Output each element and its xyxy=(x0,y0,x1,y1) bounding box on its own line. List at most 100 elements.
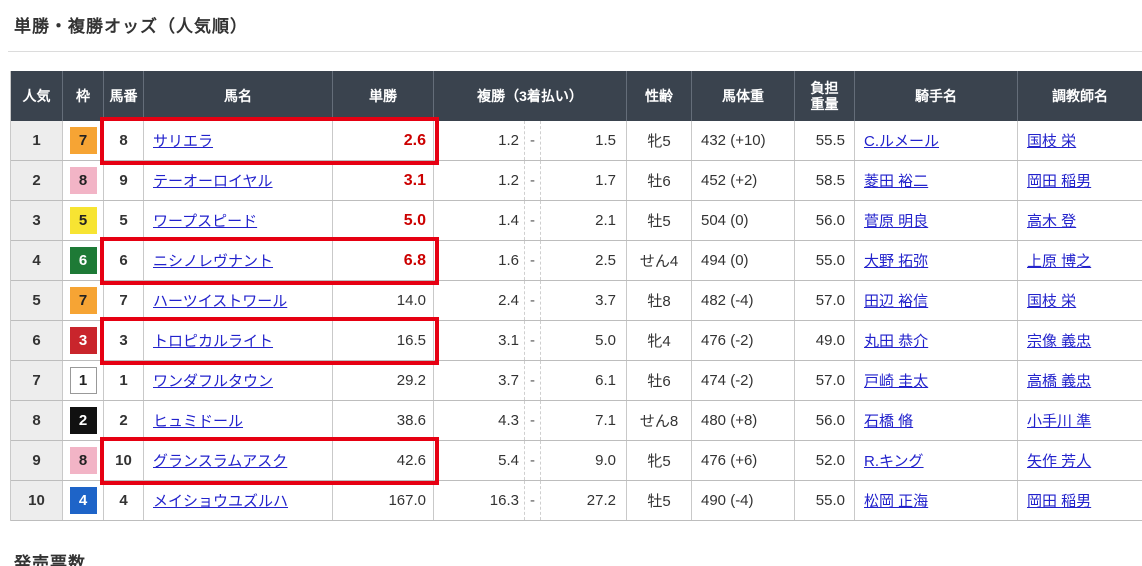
sex-age-cell: せん4 xyxy=(627,241,692,280)
rank-cell: 8 xyxy=(11,401,63,440)
win-odds-cell: 3.1 xyxy=(333,161,434,200)
horse-number-cell: 8 xyxy=(104,121,144,160)
place-odds-dash: - xyxy=(524,121,541,160)
place-odds-low: 16.3 xyxy=(489,492,519,509)
trainer-link[interactable]: 矢作 芳人 xyxy=(1027,453,1092,470)
win-odds-cell: 2.6 xyxy=(333,121,434,160)
carried-weight-cell: 58.5 xyxy=(795,161,855,200)
jockey-link[interactable]: 松岡 正海 xyxy=(864,493,929,510)
frame-number-badge: 4 xyxy=(69,487,97,514)
frame-cell: 1 xyxy=(63,361,104,400)
table-row: 5 7 7 ハーツイストワール 14.0 2.4 - 3.7 牡8 482 (-… xyxy=(11,281,1142,321)
jockey-cell: 松岡 正海 xyxy=(855,481,1018,520)
horse-name-link[interactable]: ワンダフルタウン xyxy=(153,373,274,390)
jockey-link[interactable]: C.ルメール xyxy=(864,133,940,150)
frame-cell: 6 xyxy=(63,241,104,280)
horse-name-link[interactable]: ニシノレヴナント xyxy=(153,253,274,270)
horse-weight-cell: 494 (0) xyxy=(692,241,795,280)
carried-weight-cell: 55.5 xyxy=(795,121,855,160)
place-odds-high: 7.1 xyxy=(595,412,616,429)
jockey-cell: 菱田 裕二 xyxy=(855,161,1018,200)
trainer-link[interactable]: 岡田 稲男 xyxy=(1027,493,1092,510)
frame-cell: 5 xyxy=(63,201,104,240)
jockey-link[interactable]: 丸田 恭介 xyxy=(864,333,929,350)
table-body: 1 7 8 サリエラ 2.6 1.2 - 1.5 牝5 432 (+10) 55… xyxy=(11,117,1142,521)
horse-name-link[interactable]: テーオーロイヤル xyxy=(153,173,273,190)
header-carried-line2: 重量 xyxy=(810,96,839,112)
sex-age-cell: 牡8 xyxy=(627,281,692,320)
trainer-cell: 岡田 稲男 xyxy=(1018,161,1142,200)
horse-name-link[interactable]: サリエラ xyxy=(153,133,214,150)
trainer-link[interactable]: 上原 博之 xyxy=(1027,253,1092,270)
carried-weight-cell: 55.0 xyxy=(795,241,855,280)
carried-weight-cell: 52.0 xyxy=(795,441,855,480)
trainer-link[interactable]: 岡田 稲男 xyxy=(1027,173,1092,190)
frame-cell: 7 xyxy=(63,281,104,320)
horse-name-cell: ヒュミドール xyxy=(144,401,333,440)
jockey-link[interactable]: 戸崎 圭太 xyxy=(864,373,929,390)
frame-cell: 8 xyxy=(63,441,104,480)
footer-heading: 発売票数 xyxy=(14,554,86,566)
place-odds-high: 1.5 xyxy=(595,132,616,149)
rank-cell: 3 xyxy=(11,201,63,240)
table-row: 2 8 9 テーオーロイヤル 3.1 1.2 - 1.7 牡6 452 (+2)… xyxy=(11,161,1142,201)
jockey-link[interactable]: 菅原 明良 xyxy=(864,213,929,230)
horse-name-link[interactable]: メイショウユズルハ xyxy=(153,493,289,510)
horse-name-link[interactable]: トロピカルライト xyxy=(153,333,274,350)
horse-weight-cell: 476 (+6) xyxy=(692,441,795,480)
frame-cell: 4 xyxy=(63,481,104,520)
horse-name-link[interactable]: ヒュミドール xyxy=(153,413,244,430)
header-jockey: 騎手名 xyxy=(855,71,1018,121)
header-horse: 馬名 xyxy=(144,71,333,121)
horse-weight-cell: 504 (0) xyxy=(692,201,795,240)
horse-name-link[interactable]: グランスラムアスク xyxy=(153,453,288,470)
sex-age-cell: 牡6 xyxy=(627,161,692,200)
place-odds-cell: 3.7 - 6.1 xyxy=(434,361,627,400)
trainer-link[interactable]: 高木 登 xyxy=(1027,213,1077,230)
place-odds-high: 9.0 xyxy=(595,452,616,469)
trainer-link[interactable]: 国枝 栄 xyxy=(1027,133,1077,150)
jockey-cell: 丸田 恭介 xyxy=(855,321,1018,360)
frame-cell: 8 xyxy=(63,161,104,200)
title-divider xyxy=(8,51,1142,52)
horse-name-link[interactable]: ワープスピード xyxy=(153,213,258,230)
jockey-link[interactable]: 石橋 脩 xyxy=(864,413,914,430)
place-odds-dash: - xyxy=(524,321,541,360)
sex-age-cell: 牝4 xyxy=(627,321,692,360)
horse-name-cell: ワープスピード xyxy=(144,201,333,240)
horse-number-cell: 10 xyxy=(104,441,144,480)
table-row: 6 3 3 トロピカルライト 16.5 3.1 - 5.0 牝4 476 (-2… xyxy=(11,317,1142,365)
frame-number-badge: 7 xyxy=(69,127,97,154)
place-odds-high: 6.1 xyxy=(595,372,616,389)
horse-name-cell: ハーツイストワール xyxy=(144,281,333,320)
place-odds-cell: 5.4 - 9.0 xyxy=(434,441,627,480)
jockey-cell: R.キング xyxy=(855,441,1018,480)
place-odds-high: 5.0 xyxy=(595,332,616,349)
trainer-link[interactable]: 高橋 義忠 xyxy=(1027,373,1092,390)
jockey-link[interactable]: 大野 拓弥 xyxy=(864,253,929,270)
jockey-link[interactable]: R.キング xyxy=(864,453,924,470)
place-odds-high: 2.1 xyxy=(595,212,616,229)
horse-weight-cell: 474 (-2) xyxy=(692,361,795,400)
jockey-cell: 戸崎 圭太 xyxy=(855,361,1018,400)
place-odds-low: 1.6 xyxy=(498,252,519,269)
rank-cell: 10 xyxy=(11,481,63,520)
jockey-link[interactable]: 田辺 裕信 xyxy=(864,293,929,310)
jockey-link[interactable]: 菱田 裕二 xyxy=(864,173,929,190)
place-odds-low: 4.3 xyxy=(498,412,519,429)
trainer-link[interactable]: 宗像 義忠 xyxy=(1027,333,1092,350)
trainer-link[interactable]: 国枝 栄 xyxy=(1027,293,1077,310)
place-odds-dash: - xyxy=(524,281,541,320)
place-odds-low: 1.2 xyxy=(498,172,519,189)
frame-number-badge: 8 xyxy=(69,167,97,194)
frame-cell: 2 xyxy=(63,401,104,440)
trainer-link[interactable]: 小手川 準 xyxy=(1027,413,1092,430)
place-odds-dash: - xyxy=(524,201,541,240)
horse-name-cell: サリエラ xyxy=(144,121,333,160)
header-carried-line1: 負担 xyxy=(810,79,839,96)
header-place: 複勝（3着払い） xyxy=(434,71,627,121)
header-trainer: 調教師名 xyxy=(1052,87,1108,104)
page-title: 単勝・複勝オッズ（人気順） xyxy=(14,17,248,36)
table-row: 9 8 10 グランスラムアスク 42.6 5.4 - 9.0 牝5 476 (… xyxy=(11,437,1142,485)
horse-name-link[interactable]: ハーツイストワール xyxy=(153,293,288,310)
